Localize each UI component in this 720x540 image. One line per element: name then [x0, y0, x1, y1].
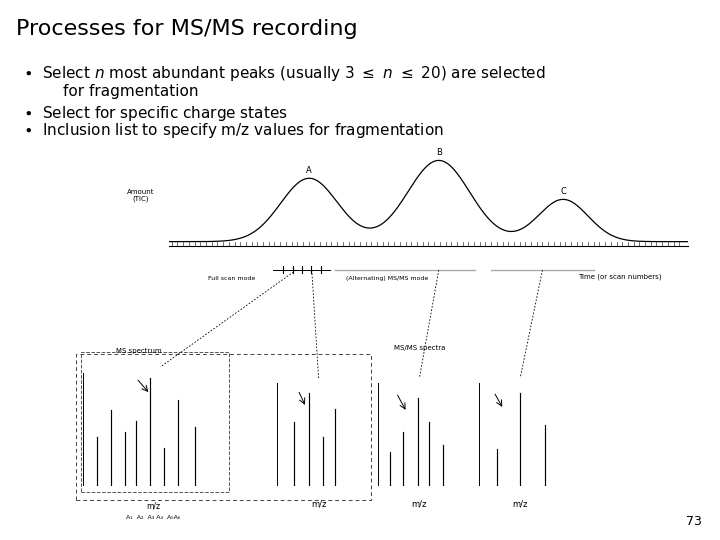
- Text: Processes for MS/MS recording: Processes for MS/MS recording: [16, 19, 357, 39]
- Text: $\bullet$  Inclusion list to specify m/z values for fragmentation: $\bullet$ Inclusion list to specify m/z …: [23, 122, 444, 140]
- Text: m/z: m/z: [513, 500, 528, 509]
- Text: $\bullet$  Select $n$ most abundant peaks (usually 3 $\leq$ $n$ $\leq$ 20) are s: $\bullet$ Select $n$ most abundant peaks…: [23, 64, 546, 83]
- Text: m/z: m/z: [311, 500, 326, 509]
- Text: m/z: m/z: [146, 501, 160, 510]
- Text: A: A: [306, 166, 312, 175]
- Text: C: C: [560, 187, 566, 196]
- Text: Amount
(TIC): Amount (TIC): [127, 189, 154, 202]
- Text: $\bullet$  Select for specific charge states: $\bullet$ Select for specific charge sta…: [23, 104, 288, 123]
- Bar: [81, 352, 229, 492]
- Text: MS spectrum: MS spectrum: [116, 348, 162, 354]
- Text: Full scan mode: Full scan mode: [208, 276, 255, 281]
- Text: (Alternating) MS/MS mode: (Alternating) MS/MS mode: [346, 276, 428, 281]
- Text: m/z: m/z: [412, 500, 427, 509]
- Text: B: B: [436, 148, 441, 157]
- Text: A₁  A₂  A₃ A₄  A₅A₆: A₁ A₂ A₃ A₄ A₅A₆: [126, 515, 180, 520]
- Bar: [76, 354, 371, 500]
- Text: MS/MS spectra: MS/MS spectra: [394, 345, 445, 351]
- Text: Time (or scan numbers): Time (or scan numbers): [578, 274, 662, 280]
- Text: 73: 73: [686, 515, 702, 528]
- Text: for fragmentation: for fragmentation: [63, 84, 198, 99]
